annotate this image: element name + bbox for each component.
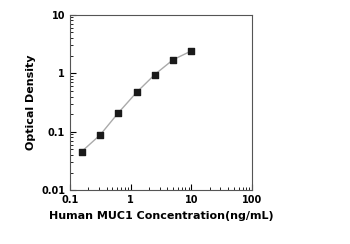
X-axis label: Human MUC1 Concentration(ng/mL): Human MUC1 Concentration(ng/mL) [49,211,273,221]
Y-axis label: Optical Density: Optical Density [26,55,36,150]
Point [116,111,121,115]
Point [134,91,139,94]
Point [152,72,158,76]
Point [170,58,176,62]
Point [79,150,84,153]
Point [97,133,103,137]
Point [189,49,194,53]
